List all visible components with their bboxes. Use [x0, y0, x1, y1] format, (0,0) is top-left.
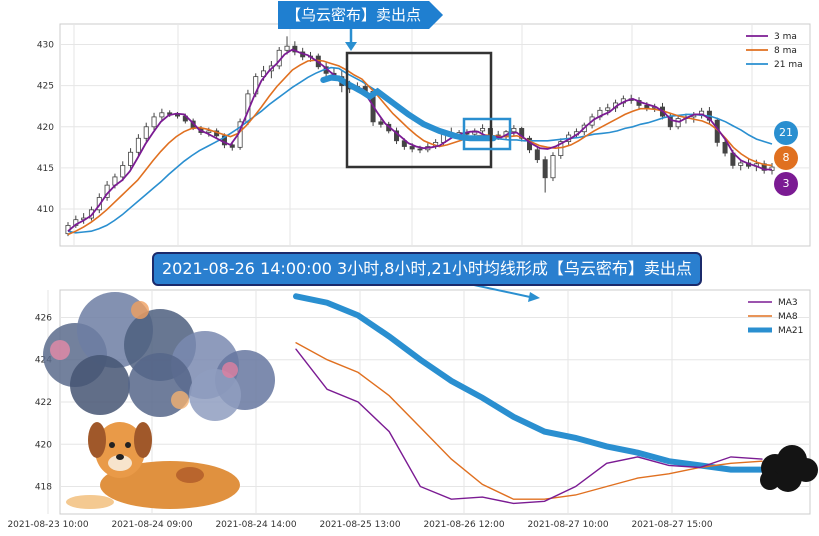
banner-arrow-head [528, 292, 540, 302]
cloud-highlight [131, 301, 149, 319]
candle-body [206, 130, 212, 133]
dog-icon [66, 422, 240, 509]
candle-body [534, 149, 540, 161]
signal-region-box [345, 51, 493, 169]
candle-body [605, 107, 611, 111]
x-tick-label: 2021-08-24 09:00 [111, 520, 192, 530]
candle-body [284, 45, 290, 51]
candle-body [675, 118, 681, 128]
dog-eye [125, 442, 131, 448]
y-tick-label: 425 [37, 82, 54, 92]
dog-ear [134, 422, 152, 458]
candle-body [644, 105, 650, 109]
candle-body [128, 151, 134, 166]
candle-body [550, 155, 556, 179]
candle-body [519, 128, 525, 139]
signal-description-banner: 2021-08-26 14:00:00 3小时,8小时,21小时均线形成【乌云密… [152, 252, 702, 286]
dark-cloud-puff [774, 464, 802, 492]
candle-body [221, 135, 227, 146]
y-tick-label: 422 [35, 398, 52, 408]
cloud-highlight [222, 362, 238, 378]
y-tick-label: 430 [37, 41, 54, 51]
legend-label-ma8: MA8 [778, 312, 798, 322]
legend-label-ma3: 3 ma [774, 32, 797, 42]
dog-ear [88, 422, 106, 458]
cloud-puff [189, 369, 241, 421]
series-line-ma8 [295, 342, 763, 500]
cloud-highlight [171, 391, 189, 409]
cloud-highlight [50, 340, 70, 360]
candle-body [151, 116, 157, 128]
ma8-line [67, 59, 773, 236]
legend-label-ma8: 8 ma [774, 46, 797, 56]
dog-body [100, 461, 240, 509]
candle-body [378, 121, 384, 125]
sell-signal-callout: 【乌云密布】卖出点 [278, 1, 443, 29]
bottom-ma-panel: 2021-08-23 10:00 2021-08-24 09:00 2021-08-… [7, 281, 818, 530]
legend-label-ma21: MA21 [778, 326, 803, 336]
x-tick-label: 2021-08-24 14:00 [215, 520, 296, 530]
candle-body [738, 162, 744, 166]
candle-body [480, 128, 486, 132]
candle-body [143, 126, 149, 139]
x-tick-label: 2021-08-25 13:00 [319, 520, 400, 530]
dog-muzzle [108, 455, 132, 471]
dog-head [95, 422, 145, 478]
candle-body [417, 148, 423, 151]
legend-label-ma21: 21 ma [774, 60, 803, 70]
candle-body [511, 128, 517, 133]
y-tick-label: 420 [35, 440, 52, 450]
dog-nose [116, 454, 124, 460]
ma8-badge: 8 [774, 146, 798, 170]
x-tick-label: 2021-08-23 10:00 [7, 520, 88, 530]
y-tick-label: 420 [37, 123, 54, 133]
ma21-badge: 21 [774, 121, 798, 145]
ma3-line [67, 48, 772, 232]
cloud-icon [43, 292, 275, 421]
series-line-ma21 [293, 293, 765, 473]
callout-arrow-head [345, 42, 357, 51]
x-tick-label: 2021-08-27 10:00 [527, 520, 608, 530]
candle-body [159, 112, 165, 118]
dark-cloud-icon [760, 445, 818, 492]
dog-spot [176, 467, 204, 483]
series-line-ma3 [295, 348, 763, 505]
y-tick-label: 410 [37, 205, 54, 215]
top-plot-area [59, 23, 811, 247]
top-price-panel: 410 415 420 425 430 3 ma 8 ma 21 ma [37, 23, 811, 247]
candle-body [120, 165, 126, 178]
crossover-highlight-box [462, 117, 512, 151]
legend-label-ma3: MA3 [778, 298, 798, 308]
candle-body [722, 141, 728, 154]
cloud-puff [70, 355, 130, 415]
candle-body [229, 144, 235, 148]
candle-body [409, 146, 415, 150]
candle-body [542, 159, 548, 179]
candle-body [135, 137, 141, 153]
dog-paw [66, 495, 114, 509]
x-tick-label: 2021-08-27 15:00 [631, 520, 712, 530]
dog-eye [109, 442, 115, 448]
ma3-badge: 3 [774, 172, 798, 196]
dark-cloud-puff [760, 470, 780, 490]
y-tick-label: 426 [35, 313, 52, 323]
x-tick-label: 2021-08-26 12:00 [423, 520, 504, 530]
y-tick-label: 415 [37, 164, 54, 174]
y-tick-label: 418 [35, 483, 52, 493]
